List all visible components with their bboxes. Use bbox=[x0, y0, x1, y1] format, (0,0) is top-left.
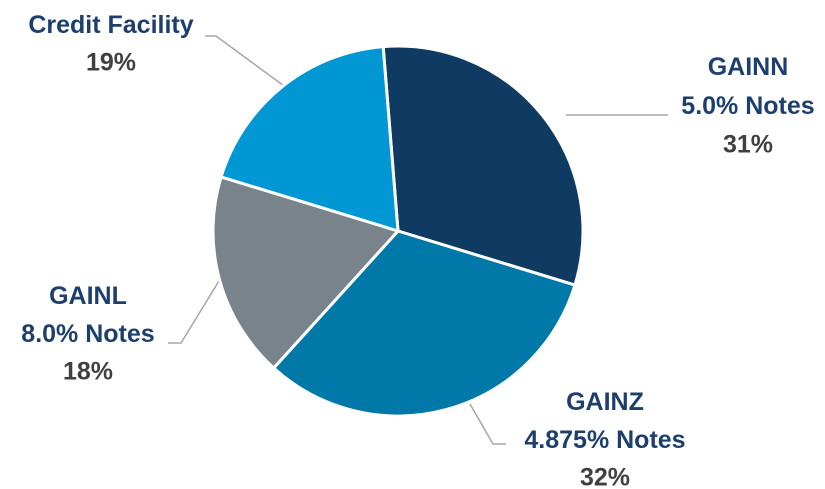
pie-slice bbox=[271, 229, 577, 418]
slice-label-line: GAINL bbox=[49, 282, 127, 310]
value-label: 32% bbox=[580, 464, 630, 489]
pie-slice bbox=[211, 175, 401, 371]
leader-line bbox=[205, 35, 285, 87]
leader-line bbox=[469, 403, 506, 445]
value-label: 19% bbox=[86, 49, 136, 77]
slice-label-line: GAINZ bbox=[566, 388, 644, 416]
pie-slice bbox=[381, 44, 585, 287]
slice-label-line: 8.0% Notes bbox=[21, 320, 154, 348]
slice-label: GAINL 8.0% Notes bbox=[21, 282, 154, 348]
slice-label-line: GAINN bbox=[708, 53, 789, 81]
slice-label-line: 5.0% Notes bbox=[681, 92, 814, 120]
value-label: 18% bbox=[63, 358, 113, 386]
slice-label: GAINZ 4.875% Notes bbox=[524, 388, 685, 454]
slice-label-line: Credit Facility bbox=[28, 11, 193, 39]
leader-line bbox=[168, 275, 223, 344]
slice-label: Credit Facility bbox=[28, 11, 193, 39]
value-label: 31% bbox=[723, 131, 773, 159]
slice-label-line: 4.875% Notes bbox=[524, 426, 685, 454]
pie-slice bbox=[219, 44, 400, 234]
slice-label: GAINN 5.0% Notes bbox=[681, 53, 814, 120]
